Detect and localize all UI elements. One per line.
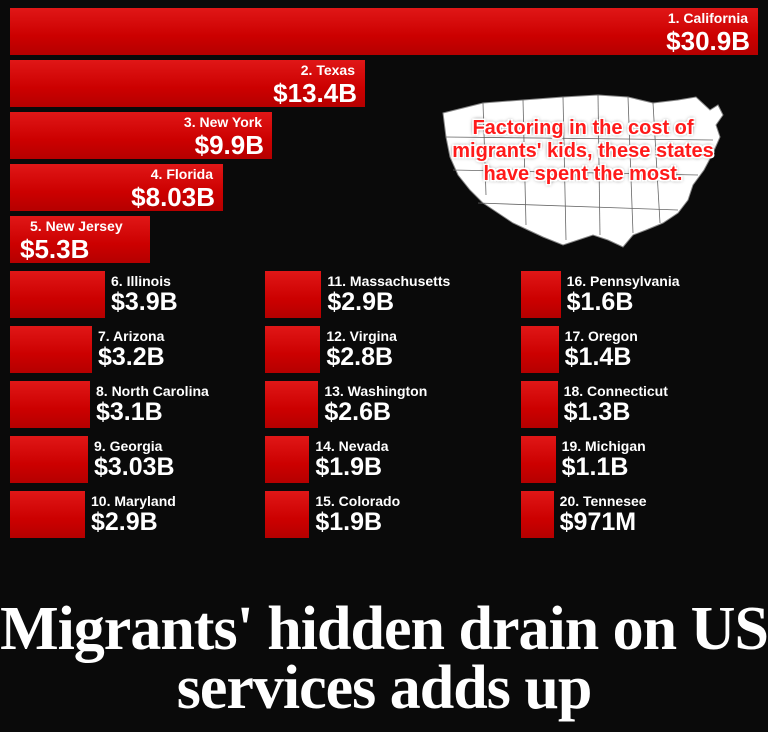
small-bar-label: 11. Massachusetts [327, 274, 450, 288]
small-bar-text: 14. Nevada $1.9B [315, 439, 388, 480]
small-bar-text: 10. Maryland $2.9B [91, 494, 176, 535]
small-bar-value: $1.9B [315, 510, 400, 535]
small-bar-value: $2.9B [91, 510, 176, 535]
small-bar [10, 381, 90, 428]
small-bar [521, 436, 556, 483]
small-bar-value: $3.03B [94, 455, 175, 480]
small-bar-label: 17. Oregon [565, 329, 638, 343]
top-bar: 4. Florida $8.03B [10, 164, 223, 211]
small-bar [521, 491, 554, 538]
small-bars-grid: 6. Illinois $3.9B 11. Massachusetts $2.9B 16… [10, 269, 758, 539]
bar-value: $5.3B [20, 236, 89, 262]
small-bar-value: $2.9B [327, 290, 450, 315]
small-bar [521, 381, 558, 428]
small-bar-label: 14. Nevada [315, 439, 388, 453]
bar-value: $30.9B [666, 28, 750, 54]
bar-label: 1. California [668, 10, 748, 26]
small-bar [10, 491, 85, 538]
small-bar-label: 15. Colorado [315, 494, 400, 508]
small-bar [521, 326, 559, 373]
bar-label: 3. New York [184, 114, 262, 130]
small-bar-text: 18. Connecticut $1.3B [564, 384, 668, 425]
small-bar-text: 16. Pennsylvania $1.6B [567, 274, 680, 315]
small-bar-text: 12. Virgina $2.8B [326, 329, 397, 370]
small-bar-label: 10. Maryland [91, 494, 176, 508]
small-bar-item: 14. Nevada $1.9B [265, 434, 502, 484]
small-bar-item: 8. North Carolina $3.1B [10, 379, 247, 429]
small-bar-item: 11. Massachusetts $2.9B [265, 269, 502, 319]
small-bar-value: $1.3B [564, 400, 668, 425]
small-bar-value: $971M [560, 510, 647, 535]
bar-label: 4. Florida [151, 166, 213, 182]
small-bar-label: 12. Virgina [326, 329, 397, 343]
small-bar-item: 19. Michigan $1.1B [521, 434, 758, 484]
small-bar-label: 19. Michigan [562, 439, 646, 453]
top-bar: 1. California $30.9B [10, 8, 758, 55]
bar-label: 2. Texas [301, 62, 355, 78]
small-bar-item: 16. Pennsylvania $1.6B [521, 269, 758, 319]
bar-label: 5. New Jersey [30, 218, 123, 234]
small-bar-text: 6. Illinois $3.9B [111, 274, 178, 315]
small-bar [265, 381, 318, 428]
small-bar-text: 20. Tennesee $971M [560, 494, 647, 535]
small-bar-item: 18. Connecticut $1.3B [521, 379, 758, 429]
small-bar-text: 15. Colorado $1.9B [315, 494, 400, 535]
top-bar: 3. New York $9.9B [10, 112, 272, 159]
small-bar-value: $3.1B [96, 400, 209, 425]
small-bar-item: 12. Virgina $2.8B [265, 324, 502, 374]
small-bar-value: $1.6B [567, 290, 680, 315]
small-bar-item: 20. Tennesee $971M [521, 489, 758, 539]
small-bar-item: 7. Arizona $3.2B [10, 324, 247, 374]
small-bar [265, 326, 320, 373]
small-bar [265, 491, 309, 538]
small-bar-label: 7. Arizona [98, 329, 165, 343]
small-bar-item: 17. Oregon $1.4B [521, 324, 758, 374]
small-bar-item: 9. Georgia $3.03B [10, 434, 247, 484]
bar-value: $8.03B [131, 184, 215, 210]
small-bar-label: 16. Pennsylvania [567, 274, 680, 288]
small-bar-text: 11. Massachusetts $2.9B [327, 274, 450, 315]
map-caption: Factoring in the cost of migrants' kids,… [428, 117, 738, 186]
small-bar [265, 271, 321, 318]
small-bar-value: $2.8B [326, 345, 397, 370]
small-bar [521, 271, 561, 318]
small-bar-value: $2.6B [324, 400, 427, 425]
headline-text: Migrants' hidden drain on US services ad… [0, 600, 768, 718]
small-bar [265, 436, 309, 483]
small-bar-value: $3.9B [111, 290, 178, 315]
small-bar [10, 271, 105, 318]
top-bar: 2. Texas $13.4B [10, 60, 365, 107]
small-bar-label: 9. Georgia [94, 439, 175, 453]
small-bar-item: 6. Illinois $3.9B [10, 269, 247, 319]
map-block: Factoring in the cost of migrants' kids,… [428, 75, 738, 250]
small-bar-item: 15. Colorado $1.9B [265, 489, 502, 539]
small-bar-label: 20. Tennesee [560, 494, 647, 508]
small-bar-text: 19. Michigan $1.1B [562, 439, 646, 480]
small-bar-label: 6. Illinois [111, 274, 178, 288]
small-bar-item: 10. Maryland $2.9B [10, 489, 247, 539]
small-bar-value: $3.2B [98, 345, 165, 370]
small-bar-label: 18. Connecticut [564, 384, 668, 398]
small-bar [10, 436, 88, 483]
infographic-container: 1. California$30.9B2. Texas$13.4B3. New … [0, 0, 768, 732]
top-bar: 5. New Jersey $5.3B [10, 216, 150, 263]
small-bar-text: 17. Oregon $1.4B [565, 329, 638, 370]
small-bar-label: 13. Washington [324, 384, 427, 398]
small-bar-value: $1.1B [562, 455, 646, 480]
small-bar-text: 7. Arizona $3.2B [98, 329, 165, 370]
small-bar-value: $1.4B [565, 345, 638, 370]
small-bar [10, 326, 92, 373]
small-bar-text: 8. North Carolina $3.1B [96, 384, 209, 425]
bar-value: $9.9B [195, 132, 264, 158]
small-bar-value: $1.9B [315, 455, 388, 480]
small-bar-text: 13. Washington $2.6B [324, 384, 427, 425]
small-bar-label: 8. North Carolina [96, 384, 209, 398]
small-bar-text: 9. Georgia $3.03B [94, 439, 175, 480]
bar-value: $13.4B [273, 80, 357, 106]
small-bar-item: 13. Washington $2.6B [265, 379, 502, 429]
